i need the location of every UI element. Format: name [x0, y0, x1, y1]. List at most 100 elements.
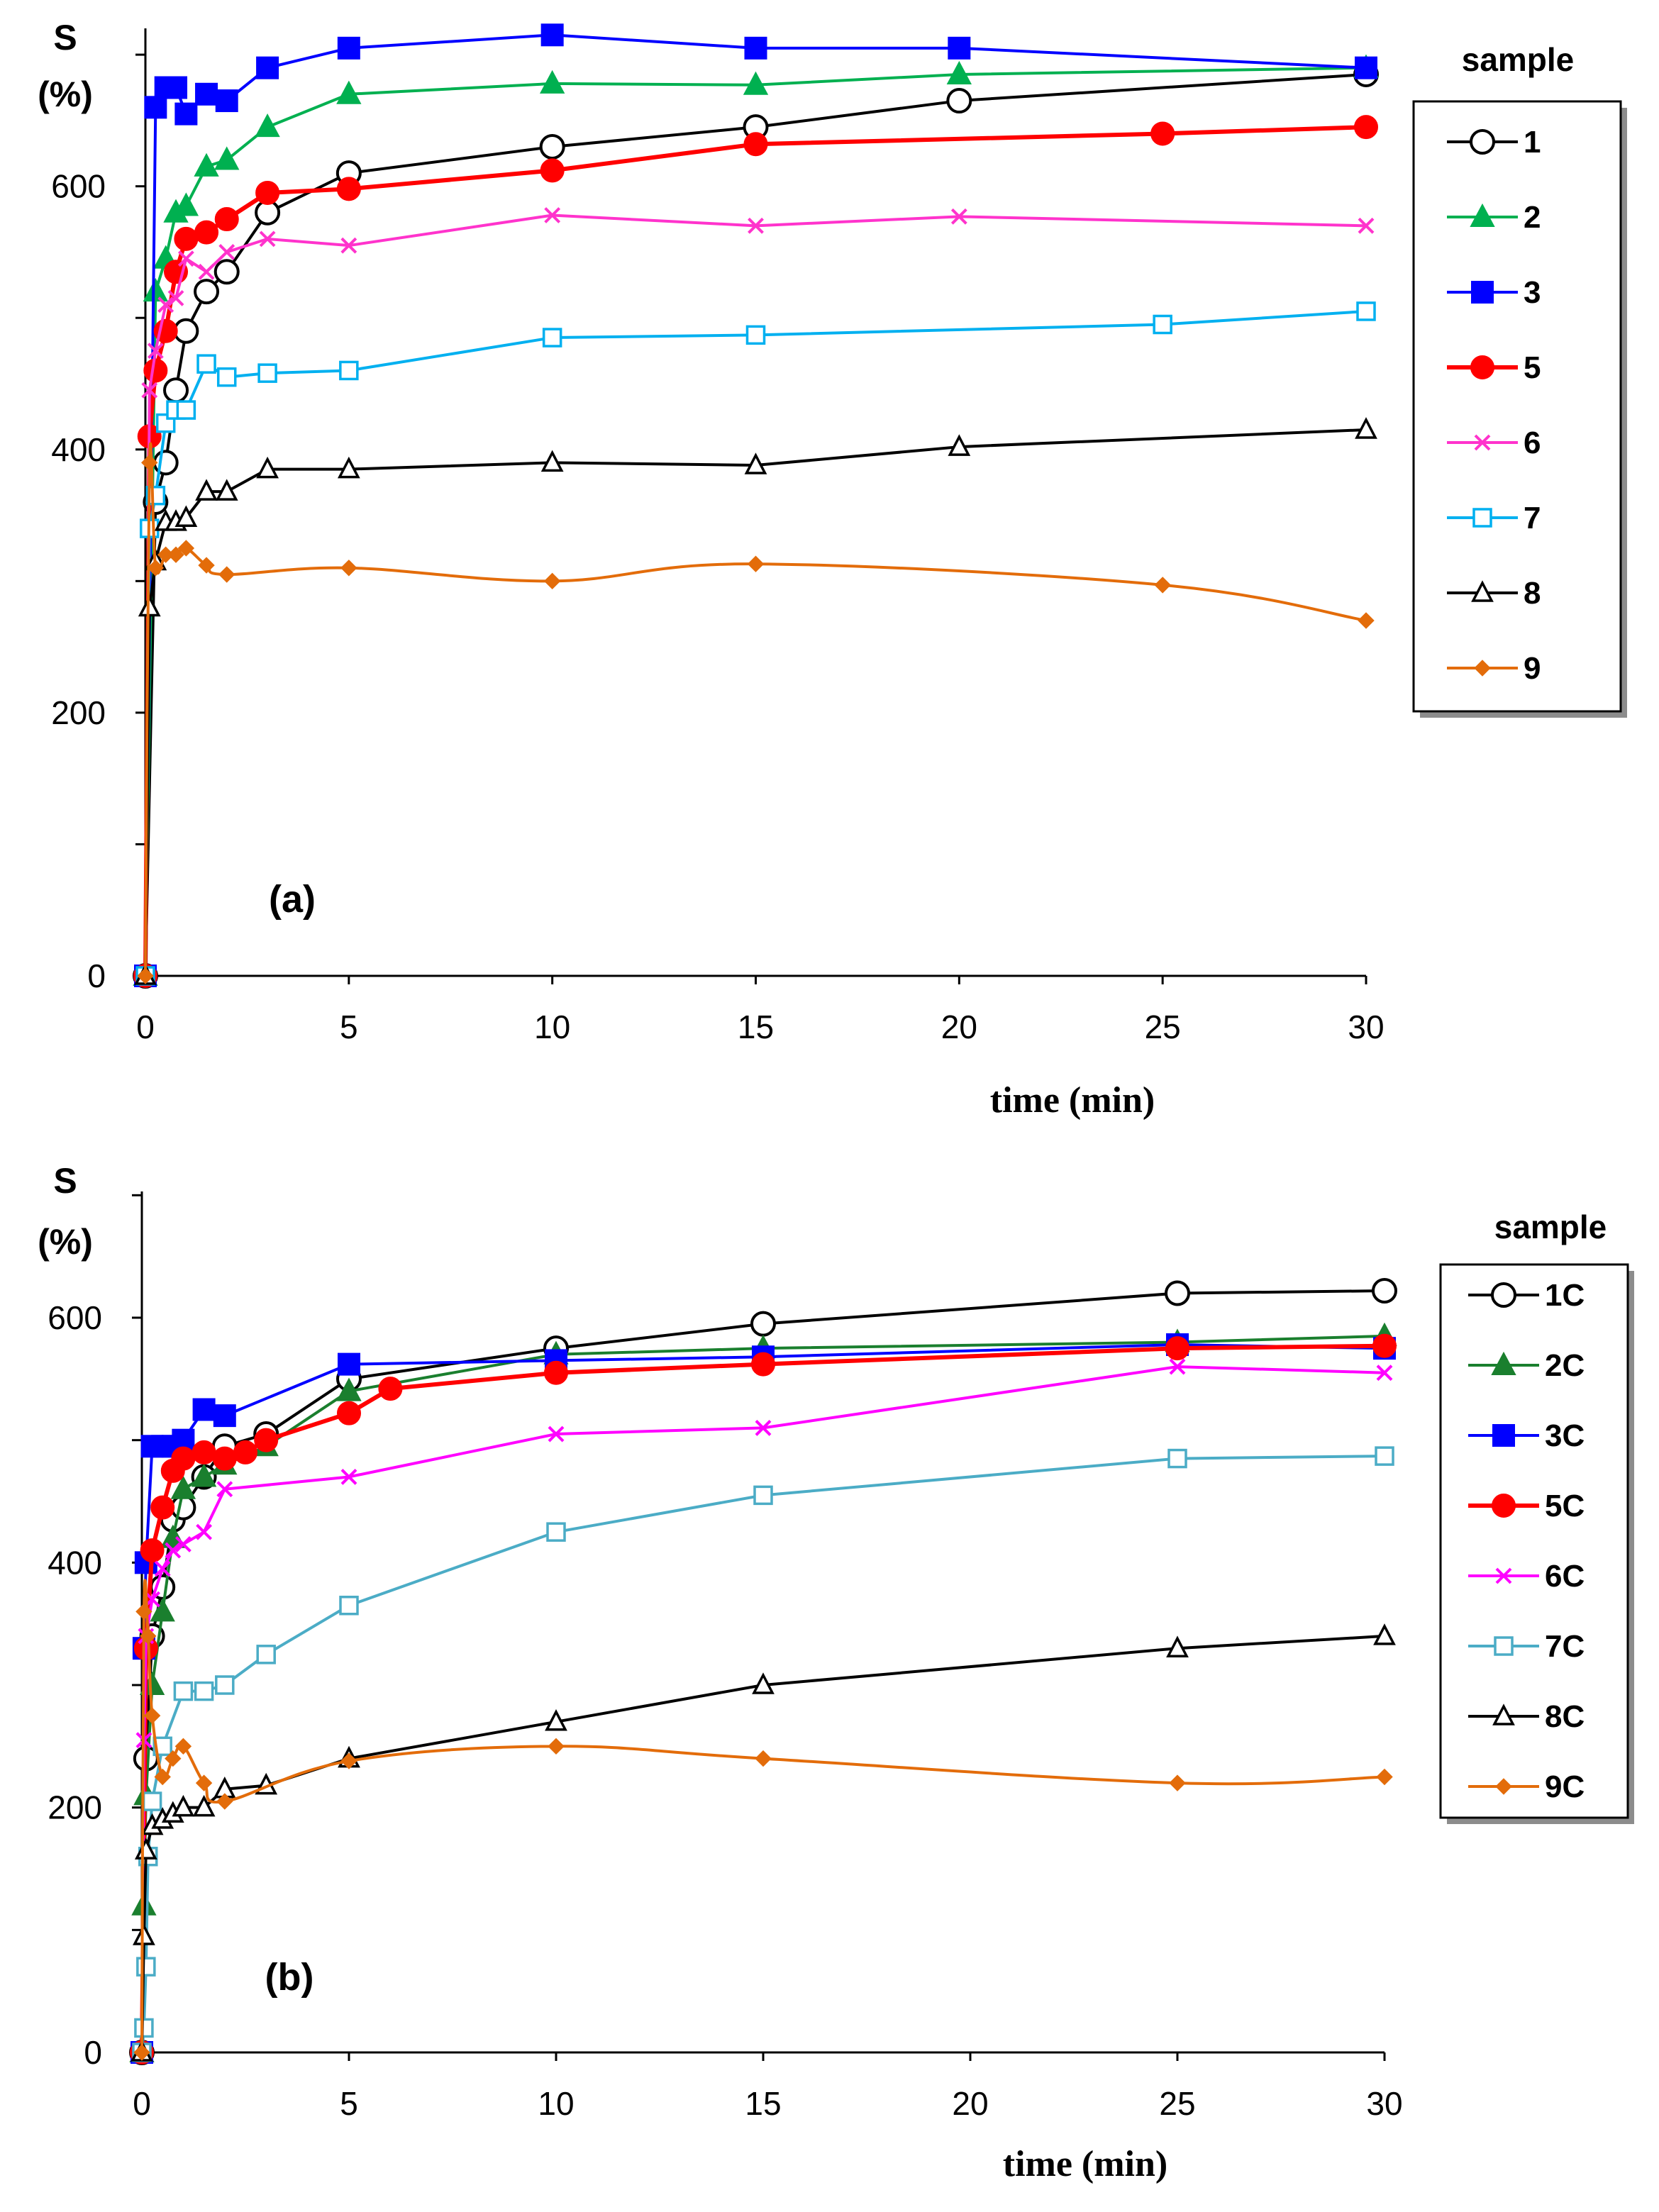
panel-b-series-7C-point: [753, 1485, 773, 1506]
panel-a-series-2-point: [946, 60, 972, 84]
panel-a-series-9-point: [177, 540, 195, 557]
panel-a-series-6-point: [259, 230, 276, 248]
panel-b-series-2C-point: [150, 1598, 175, 1622]
panel-b-series-1C-point: [750, 1311, 776, 1337]
panel-a-legend-label: 9: [1524, 651, 1541, 686]
panel-b-series-6C-point: [196, 1523, 213, 1540]
panel-b-legend-title: sample: [1494, 1208, 1607, 1245]
panel-a-series-5-point: [255, 180, 280, 205]
panel-b-legend-label: 5C: [1545, 1489, 1585, 1523]
panel-a-series-7-point: [257, 363, 277, 383]
panel-b-legend-entry-6C: 6C: [1468, 1559, 1585, 1594]
panel-a-series-6-point: [141, 382, 158, 399]
panel-a-series-3-point: [948, 36, 971, 60]
panel-a-legend-entry-9: 9: [1447, 651, 1541, 686]
panel-b-series-5C-point: [544, 1360, 568, 1385]
panel-b-series-5C-point: [150, 1495, 175, 1520]
panel-b-series-2C-point: [191, 1463, 217, 1487]
panel-b-series-5C-point: [254, 1428, 279, 1452]
panel-a-series-7-point: [542, 328, 562, 348]
panel-b-series-8C-point: [1166, 1635, 1189, 1657]
panel-b-series-6C-point: [165, 1542, 182, 1559]
panel-a-x-tick-label: 20: [941, 1008, 977, 1045]
panel-a-series-7-point: [1356, 301, 1376, 321]
panel-b-legend-label: 3C: [1545, 1418, 1585, 1453]
panel-a-series-6-point: [167, 289, 184, 306]
panel-b-series-9C-point: [174, 1738, 192, 1755]
panel-b-series-5C-point: [192, 1440, 216, 1465]
panel-b-legend-entry-2C: 2C: [1468, 1348, 1585, 1383]
panel-a-legend-title: sample: [1462, 41, 1575, 78]
panel-a-legend-swatch-marker: [1474, 434, 1491, 451]
panel-a-legend-entries: 1 2 3 5 6 7 8 9: [1447, 125, 1541, 686]
panel-b-series-1C-point: [1372, 1278, 1397, 1304]
panel-a-series-3-point: [1355, 56, 1377, 79]
panel-b-series-9C-point: [133, 2044, 150, 2061]
panel-b-series-8C-point: [545, 1709, 567, 1731]
panel-b-series: [129, 1278, 1397, 2065]
panel-a-series-1-point: [946, 88, 972, 114]
panel-a-series-3-point: [744, 36, 767, 60]
panel-a-y-axis-label-unit: (%): [38, 74, 93, 114]
panel-a-legend: sample 1 2 3 5 6 7 8 9: [1412, 41, 1627, 718]
panel-a-series-7-point: [745, 325, 766, 345]
panel-b-legend-swatch-marker: [1494, 1636, 1514, 1656]
panel-a-legend-entry-6: 6: [1447, 426, 1541, 460]
panel-b-legend: sample 1C 2C 3C 5C 6C 7C 8C 9C: [1439, 1208, 1634, 1824]
panel-a-legend-entry-8: 8: [1447, 576, 1541, 611]
panel-a-series-5-point: [194, 220, 219, 245]
panel-a-series-3-point: [256, 56, 279, 79]
panel-b-series-3C-point: [192, 1398, 216, 1421]
panel-b-x-tick-label: 10: [538, 2085, 574, 2122]
panel-a-series-1-point: [213, 259, 240, 285]
panel-a-series-6-point: [340, 237, 357, 254]
panel-a-series-5-point: [214, 207, 239, 232]
panel-b-x-tick-label: 30: [1366, 2085, 1402, 2122]
panel-a-series-5-point: [1150, 121, 1175, 146]
panel-b-series-3C-point: [213, 1404, 236, 1428]
panel-a-series-9-point: [137, 967, 154, 984]
panel-b-series-8C-point: [133, 1923, 155, 1945]
panel-a-series-3-point: [215, 89, 238, 113]
panel-a-x-tick-label: 25: [1145, 1008, 1181, 1045]
panel-a-series-9-point: [167, 546, 184, 563]
panel-a-y-tick-label: 0: [87, 957, 106, 994]
panel-a-series-8-point: [948, 434, 971, 456]
panel-a-series-1-point: [163, 377, 189, 404]
panel-b-annotation: (b): [265, 1956, 314, 1999]
panel-a-series-8-point: [174, 505, 198, 528]
panel-b-series-5C-point: [1372, 1333, 1397, 1358]
panel-b-legend-swatch-marker: [1492, 1704, 1515, 1725]
panel-b-series-5C: [130, 1333, 1397, 2064]
panel-b-legend-swatch-marker: [1495, 1778, 1512, 1795]
panel-b-series-6C-point: [755, 1419, 772, 1436]
panel-a-legend-swatch-marker: [1474, 660, 1491, 677]
panel-a-series-2-point: [143, 277, 169, 302]
panel-a-series-5-point: [143, 358, 168, 383]
panel-a-series-3-point: [174, 102, 198, 126]
panel-b-series-9C-point: [143, 1707, 161, 1724]
panel-a-series-7-point: [339, 360, 359, 381]
panel-a-series-2-point: [743, 71, 769, 95]
panel-b-legend-entries: 1C 2C 3C 5C 6C 7C 8C 9C: [1468, 1278, 1585, 1804]
panel-a-legend-label: 8: [1524, 576, 1541, 611]
panel-a-x-tick-label: 15: [738, 1008, 774, 1045]
panel-a-legend-swatch-marker: [1471, 580, 1494, 602]
panel-b-series-9C-point: [340, 1752, 357, 1769]
panel-a-series-9-point: [218, 566, 235, 583]
panel-b-series-5C-point: [212, 1446, 237, 1471]
panel-b-series-6C-point: [1169, 1358, 1186, 1375]
panel-a-series-6-line: [144, 213, 1367, 977]
panel-a-series-5-point: [174, 226, 199, 251]
panel-b-series-6C-point: [174, 1536, 192, 1552]
panel-b-series-5C-point: [171, 1446, 196, 1471]
panel-b-series-7C-point: [256, 1645, 276, 1664]
panel-b-series-5C-point: [1165, 1336, 1189, 1361]
panel-a-series-9-point: [340, 560, 357, 577]
panel-a-series-2-point: [173, 192, 199, 216]
panel-b-series-9C-point: [1169, 1774, 1186, 1791]
panel-b-series-2C-point: [336, 1377, 362, 1401]
panel-b-legend-label: 2C: [1545, 1348, 1585, 1383]
panel-b-series-9C-point: [135, 1603, 152, 1621]
panel-b-x-tick-label: 0: [133, 2085, 151, 2122]
